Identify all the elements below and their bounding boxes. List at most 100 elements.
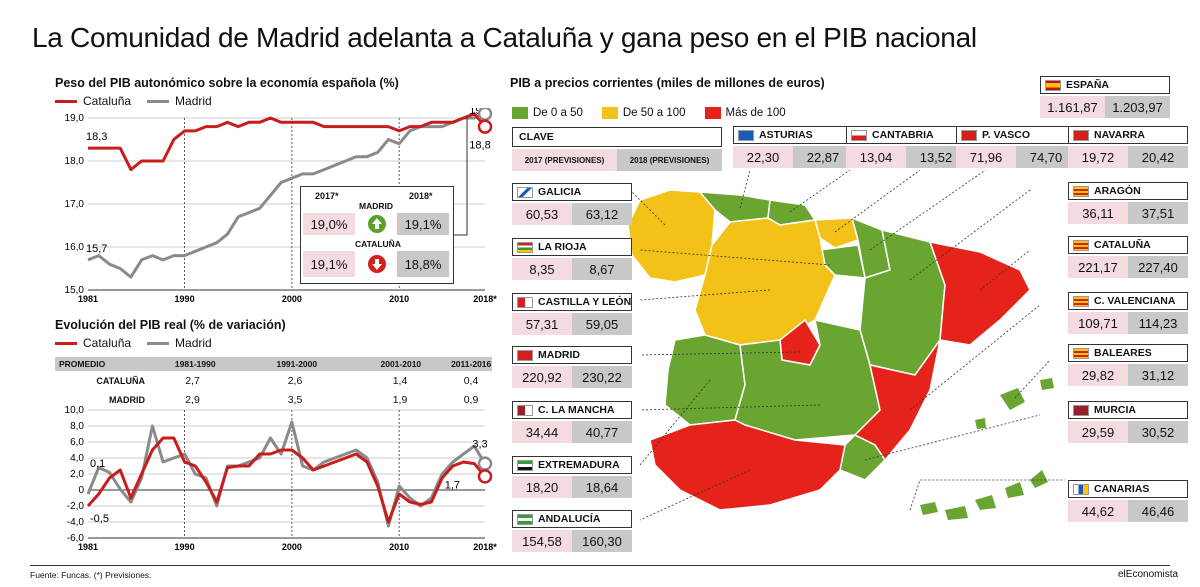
region-header: BALEARES [1068,344,1188,362]
x-tick-label: 1981 [78,294,98,304]
region-box-asturias: ASTURIAS 22,30 22,87 [733,126,853,168]
region-name: CANTABRIA [872,129,934,141]
region-value-2018: 114,23 [1128,312,1188,334]
region-value-2018: 31,12 [1128,364,1188,386]
region-header: MURCIA [1068,401,1188,419]
region-value-2017: 36,11 [1068,202,1128,224]
canarias-flag-icon [1073,483,1089,495]
promedio-header-period: 1991-2000 [276,359,318,369]
y-tick-label: 16,0 [65,242,85,253]
y-tick-label: 15,0 [65,285,85,296]
region-name: P. VASCO [982,129,1031,141]
region-box-clm: C. LA MANCHA 34,44 40,77 [512,401,632,443]
region-header: CASTILLA Y LEÓN [512,293,632,311]
page-title: La Comunidad de Madrid adelanta a Catalu… [32,22,977,53]
x-tick-label: 1990 [175,294,195,304]
y-tick-label: 6,0 [70,437,84,448]
footer-credit: elEconomista [1118,569,1179,580]
map-region-catalunia [928,241,1031,346]
region-value-2018: 40,77 [572,421,632,443]
y-tick-label: 0 [78,485,84,496]
map-legend: De 0 a 50 De 50 a 100 Más de 100 [512,107,786,119]
region-box-madrid: MADRID 220,92 230,22 [512,346,632,388]
promedio-row-label: MADRID [109,394,145,405]
baleares-flag-icon [1073,347,1089,359]
region-value-2017: 71,96 [956,146,1016,168]
region-name: MURCIA [1094,404,1136,416]
peso-inset-table: 2017* 2018* MADRID 19,0% 19,1% CATALUÑA … [300,186,454,284]
region-value-2018: 63,12 [572,203,632,225]
inset-cataluna-2017: 19,1% [303,251,355,277]
pvasco-flag-icon [961,129,977,141]
region-header: P. VASCO [956,126,1076,144]
clave-key: CLAVE 2017 (PREVISIONES) 2018 (PREVISION… [512,127,722,171]
region-value-2018: 20,42 [1128,146,1188,168]
x-tick-label: 2010 [389,542,409,552]
legend-yellow-label: De 50 a 100 [622,107,686,119]
annotation-cataluna-start: -0,5 [90,513,109,525]
y-tick-label: -4,0 [67,517,85,528]
region-name: BALEARES [1094,347,1152,359]
espana-2018: 1.203,97 [1105,96,1170,118]
map-title: PIB a precios corrientes (miles de millo… [510,76,825,90]
region-value-2018: 230,22 [572,366,632,388]
region-header: CANTABRIA [846,126,966,144]
region-value-2018: 227,40 [1128,256,1188,278]
annotation-cataluna-start: 18,3 [86,131,107,143]
map-region-andalucia [649,419,846,511]
x-tick-label: 2018* [473,542,497,552]
map-region-galicia [627,189,716,283]
region-header: ARAGÓN [1068,182,1188,200]
asturias-flag-icon [738,129,754,141]
region-name: C. LA MANCHA [538,404,615,416]
region-value-2018: 8,67 [572,258,632,280]
promedio-table: PROMEDIO 1981-1990 1991-2000 2001-2010 2… [55,357,492,409]
cataluna-flag-icon [1073,239,1089,251]
region-value-2017: 109,71 [1068,312,1128,334]
promedio-header: PROMEDIO 1981-1990 1991-2000 2001-2010 2… [55,357,492,371]
region-header: ASTURIAS [733,126,853,144]
legend-madrid-swatch [147,99,170,103]
rioja-flag-icon [517,241,533,253]
madrid-flag-icon [517,349,533,361]
espana-box: ESPAÑA 1.161,87 1.203,97 [1040,76,1170,118]
region-box-baleares: BALEARES 29,82 31,12 [1068,344,1188,386]
end-marker-madrid [477,456,493,471]
region-name: EXTREMADURA [538,459,620,471]
map-connectors [629,170,1065,521]
region-name: NAVARRA [1094,129,1145,141]
aragon-flag-icon [1073,185,1089,197]
legend-green-label: De 0 a 50 [533,107,583,119]
promedio-header-period: 2001-2010 [380,359,422,369]
region-header: C. LA MANCHA [512,401,632,419]
promedio-value: 3,5 [287,393,303,406]
region-box-cantabria: CANTABRIA 13,04 13,52 [846,126,966,168]
region-name: GALICIA [538,186,582,198]
region-value-2017: 57,31 [512,313,572,335]
chart-pib-real: -6,0 -4,0 -2,0 0 2,0 4,0 6,0 8,0 10,0 1981 1990 200… [65,405,498,552]
map-region-canarias [920,470,1048,520]
y-tick-label: -6,0 [67,533,85,544]
valenciana-flag-icon [1073,295,1089,307]
region-box-galicia: GALICIA 60,53 63,12 [512,183,632,225]
region-name: ARAGÓN [1094,185,1141,197]
region-name: ANDALUCÍA [538,513,601,525]
end-marker-madrid [477,108,493,121]
region-value-2018: 37,51 [1128,202,1188,224]
legend2-madrid-swatch [147,341,170,345]
series-line-cataluna [86,436,487,524]
end-marker-cataluna [477,469,493,484]
legend-cataluna-label: Cataluña [83,94,132,108]
promedio-value: 2,6 [287,374,303,387]
x-tick-label: 2018* [473,294,497,304]
y-tick-label: 4,0 [70,453,84,464]
inset-col-2018: 2018* [409,191,433,201]
y-tick-label: -2,0 [67,501,85,512]
arrow-up-icon [359,213,395,235]
annotation-cataluna-end: 18,8 [469,140,490,152]
clave-label: CLAVE [512,127,722,147]
legend2-cataluna-label: Cataluña [83,336,132,350]
legend2-madrid-label: Madrid [175,336,212,350]
extremadura-flag-icon [517,459,533,471]
series-line-cataluna [88,112,487,172]
